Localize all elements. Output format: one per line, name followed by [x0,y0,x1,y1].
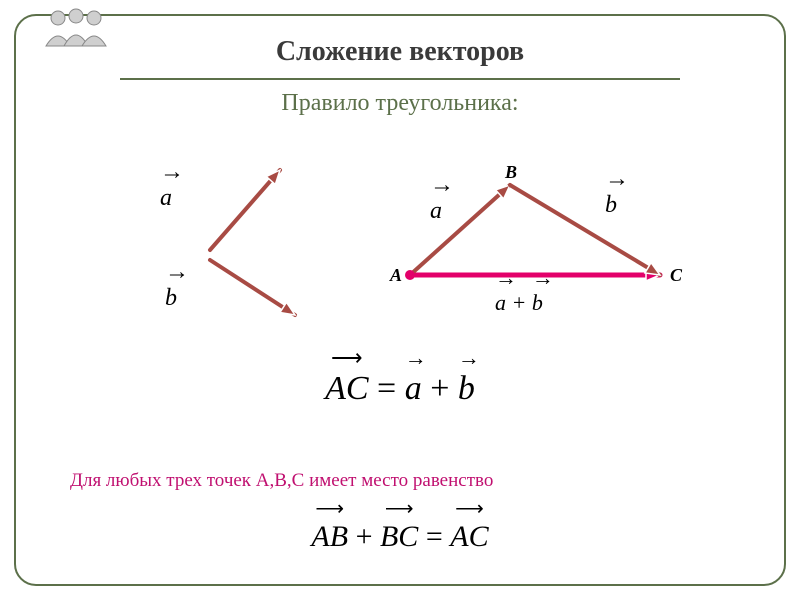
rule-text-content: Для любых трех точек А,В,С имеет место р… [70,470,493,491]
vec-a-right-text: a [430,198,442,224]
point-c-label: C [670,265,682,286]
vec-b-right-text: b [605,192,617,218]
eq-main-lhs: AC [325,370,368,407]
equation-main: ⟶AC = →a + →b [0,370,800,408]
vec-b-left-label: →b [165,285,177,312]
eq-sub-plus: + [356,520,380,553]
point-c-text: C [670,265,682,285]
point-a-text: A [390,265,402,285]
vec-a-left-label: →a [160,185,172,212]
eq-sub-ac: AC [450,520,488,553]
rule-text: Для любых трех точек А,В,С имеет место р… [70,470,730,492]
title-underline [120,78,680,80]
equation-sub: ⟶AB + ⟶BC = ⟶AC [0,520,800,554]
vec-sum-a: a [495,290,506,315]
eq-main-b: b [458,370,475,407]
point-a-label: A [390,265,402,286]
vec-a-right-label: →a [430,198,442,225]
eq-main-eq: = [377,370,405,407]
vec-b-right-label: →b [605,192,617,219]
slide-title: Сложение векторов [0,36,800,68]
vec-a-left-text: a [160,185,172,211]
eq-sub-eq: = [426,520,450,553]
eq-sub-bc: BC [380,520,418,553]
vec-sum-b: b [532,290,543,315]
vec-b-left-text: b [165,285,177,311]
slide-subtitle: Правило треугольника: [0,90,800,117]
subtitle-text: Правило треугольника: [281,90,518,116]
eq-main-plus: + [430,370,458,407]
point-b-label: B [505,162,517,183]
eq-sub-ab: AB [311,520,348,553]
point-b-text: B [505,162,517,182]
eq-main-a: a [405,370,422,407]
title-text: Сложение векторов [276,36,524,67]
vec-sum-label: →a + →b [495,290,543,316]
